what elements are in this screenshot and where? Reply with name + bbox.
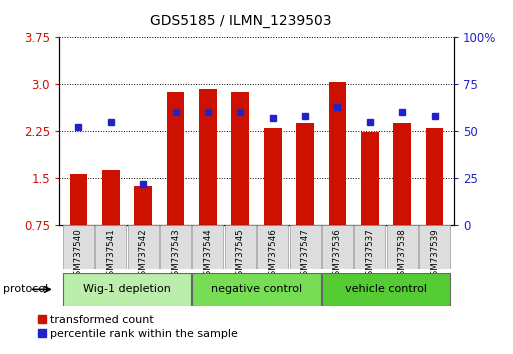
Bar: [264, 128, 282, 225]
Text: GSM737542: GSM737542: [139, 228, 148, 281]
Bar: [95, 225, 126, 269]
Text: GSM737536: GSM737536: [333, 228, 342, 281]
Bar: [393, 124, 411, 225]
Bar: [322, 225, 353, 269]
Text: GSM737538: GSM737538: [398, 228, 407, 281]
Text: GSM737539: GSM737539: [430, 228, 439, 281]
Text: GSM737545: GSM737545: [236, 228, 245, 281]
Bar: [257, 225, 288, 269]
Bar: [70, 173, 87, 225]
Bar: [128, 225, 159, 269]
Text: negative control: negative control: [211, 284, 302, 295]
Bar: [354, 225, 385, 269]
Bar: [322, 273, 450, 306]
Bar: [192, 273, 321, 306]
Text: GSM737541: GSM737541: [106, 228, 115, 281]
Bar: [192, 225, 224, 269]
Bar: [225, 225, 256, 269]
Text: GSM737547: GSM737547: [301, 228, 309, 281]
Bar: [361, 132, 379, 225]
Bar: [63, 273, 191, 306]
Bar: [328, 81, 346, 225]
Bar: [387, 225, 418, 269]
Text: GSM737537: GSM737537: [365, 228, 374, 281]
Bar: [289, 225, 321, 269]
Text: protocol: protocol: [3, 284, 48, 295]
Bar: [426, 128, 443, 225]
Bar: [419, 225, 450, 269]
Text: GDS5185 / ILMN_1239503: GDS5185 / ILMN_1239503: [150, 14, 332, 28]
Bar: [160, 225, 191, 269]
Bar: [199, 89, 217, 225]
Bar: [296, 124, 314, 225]
Text: GSM737544: GSM737544: [204, 228, 212, 281]
Legend: transformed count, percentile rank within the sample: transformed count, percentile rank withi…: [39, 315, 238, 339]
Bar: [63, 225, 94, 269]
Text: GSM737546: GSM737546: [268, 228, 277, 281]
Text: GSM737543: GSM737543: [171, 228, 180, 281]
Bar: [134, 186, 152, 225]
Bar: [167, 92, 185, 225]
Bar: [102, 170, 120, 225]
Text: vehicle control: vehicle control: [345, 284, 427, 295]
Text: GSM737540: GSM737540: [74, 228, 83, 281]
Text: Wig-1 depletion: Wig-1 depletion: [83, 284, 171, 295]
Bar: [231, 92, 249, 225]
